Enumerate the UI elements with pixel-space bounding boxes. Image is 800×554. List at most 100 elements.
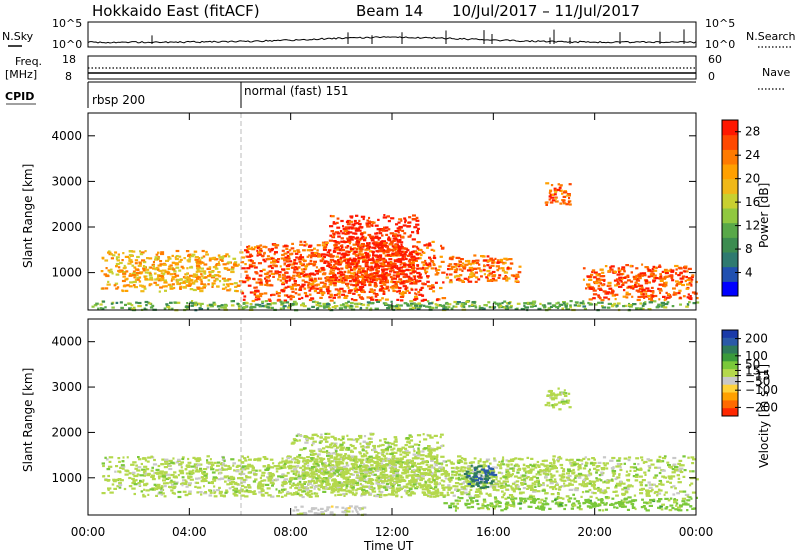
- range-cell: [334, 231, 340, 234]
- range-cell: [100, 270, 104, 273]
- range-cell: [458, 268, 462, 271]
- range-cell: [517, 271, 522, 274]
- range-cell: [635, 274, 640, 277]
- range-cell: [483, 273, 486, 276]
- range-cell: [429, 486, 433, 489]
- range-cell: [381, 270, 385, 273]
- range-cell: [383, 283, 387, 286]
- range-cell: [396, 457, 400, 460]
- range-cell: [128, 485, 133, 488]
- range-cell: [231, 300, 235, 303]
- range-cell: [340, 279, 344, 282]
- range-cell: [599, 278, 603, 281]
- range-cell: [374, 232, 378, 235]
- range-cell: [433, 466, 436, 469]
- range-cell: [477, 278, 481, 281]
- range-cell: [381, 268, 384, 271]
- range-cell: [598, 273, 601, 276]
- range-cell: [209, 458, 212, 461]
- range-cell: [664, 476, 668, 479]
- range-cell: [437, 298, 441, 301]
- range-cell: [486, 259, 491, 262]
- freq-tick-bottom: 8: [65, 70, 72, 83]
- range-cell: [187, 457, 190, 461]
- range-cell: [507, 473, 511, 476]
- range-cell: [329, 225, 334, 228]
- range-cell: [597, 301, 601, 304]
- range-cell: [561, 192, 564, 195]
- power-cells: [91, 182, 700, 312]
- range-cell: [230, 481, 235, 484]
- range-cell: [429, 471, 432, 474]
- freq-label-line1: Freq.: [15, 55, 42, 68]
- range-cell: [594, 303, 598, 306]
- range-cell: [326, 254, 329, 257]
- range-cell: [164, 462, 169, 465]
- range-cell: [671, 475, 676, 478]
- range-cell: [352, 243, 357, 246]
- range-cell: [297, 293, 301, 296]
- range-cell: [206, 267, 210, 270]
- range-cell: [414, 259, 418, 262]
- range-cell: [249, 465, 254, 468]
- range-cell: [354, 253, 358, 256]
- range-cell: [474, 271, 478, 274]
- range-cell: [461, 482, 465, 485]
- range-cell: [122, 275, 126, 278]
- range-cell: [314, 270, 320, 273]
- range-cell: [203, 286, 206, 289]
- range-cell: [654, 474, 659, 477]
- range-cell: [365, 274, 369, 278]
- range-cell: [349, 237, 353, 240]
- range-cell: [140, 480, 144, 483]
- range-cell: [297, 284, 300, 287]
- range-cell: [103, 273, 108, 276]
- range-cell: [134, 467, 138, 470]
- range-cell: [427, 465, 432, 469]
- range-cell: [192, 456, 196, 459]
- range-cell: [603, 464, 607, 467]
- range-cell: [679, 490, 684, 493]
- range-cell: [134, 259, 139, 262]
- range-cell: [231, 485, 235, 488]
- range-cell: [690, 275, 694, 278]
- range-cell: [390, 249, 393, 252]
- range-cell: [527, 486, 532, 489]
- range-cell: [510, 463, 513, 466]
- range-cell: [611, 294, 616, 297]
- range-cell: [615, 484, 618, 487]
- range-cell: [354, 493, 357, 497]
- range-cell: [198, 308, 204, 311]
- range-cell: [327, 249, 332, 252]
- range-cell: [218, 275, 222, 278]
- range-cell: [627, 484, 633, 487]
- range-cell: [227, 477, 231, 480]
- range-cell: [261, 300, 265, 303]
- range-cell: [136, 255, 140, 259]
- range-cell: [691, 462, 695, 465]
- range-cell: [372, 236, 377, 239]
- range-cell: [282, 481, 288, 484]
- range-cell: [221, 259, 224, 262]
- range-cell: [168, 308, 171, 311]
- range-cell: [357, 261, 360, 264]
- range-cell: [174, 263, 180, 266]
- range-cell: [418, 279, 422, 282]
- range-cell: [205, 253, 209, 256]
- range-cell: [677, 291, 681, 295]
- range-cell: [358, 222, 362, 226]
- range-cell: [641, 459, 644, 462]
- range-cell: [321, 244, 327, 247]
- range-cell: [625, 491, 629, 494]
- range-cell: [523, 463, 526, 467]
- range-cell: [682, 455, 686, 458]
- range-cell: [454, 482, 460, 485]
- range-cell: [696, 297, 699, 300]
- range-cell: [334, 267, 339, 270]
- range-cell: [331, 306, 336, 309]
- range-cell: [348, 280, 352, 283]
- range-cell: [416, 241, 421, 244]
- range-cell: [439, 491, 444, 494]
- range-cell: [487, 493, 491, 497]
- range-cell: [187, 284, 192, 287]
